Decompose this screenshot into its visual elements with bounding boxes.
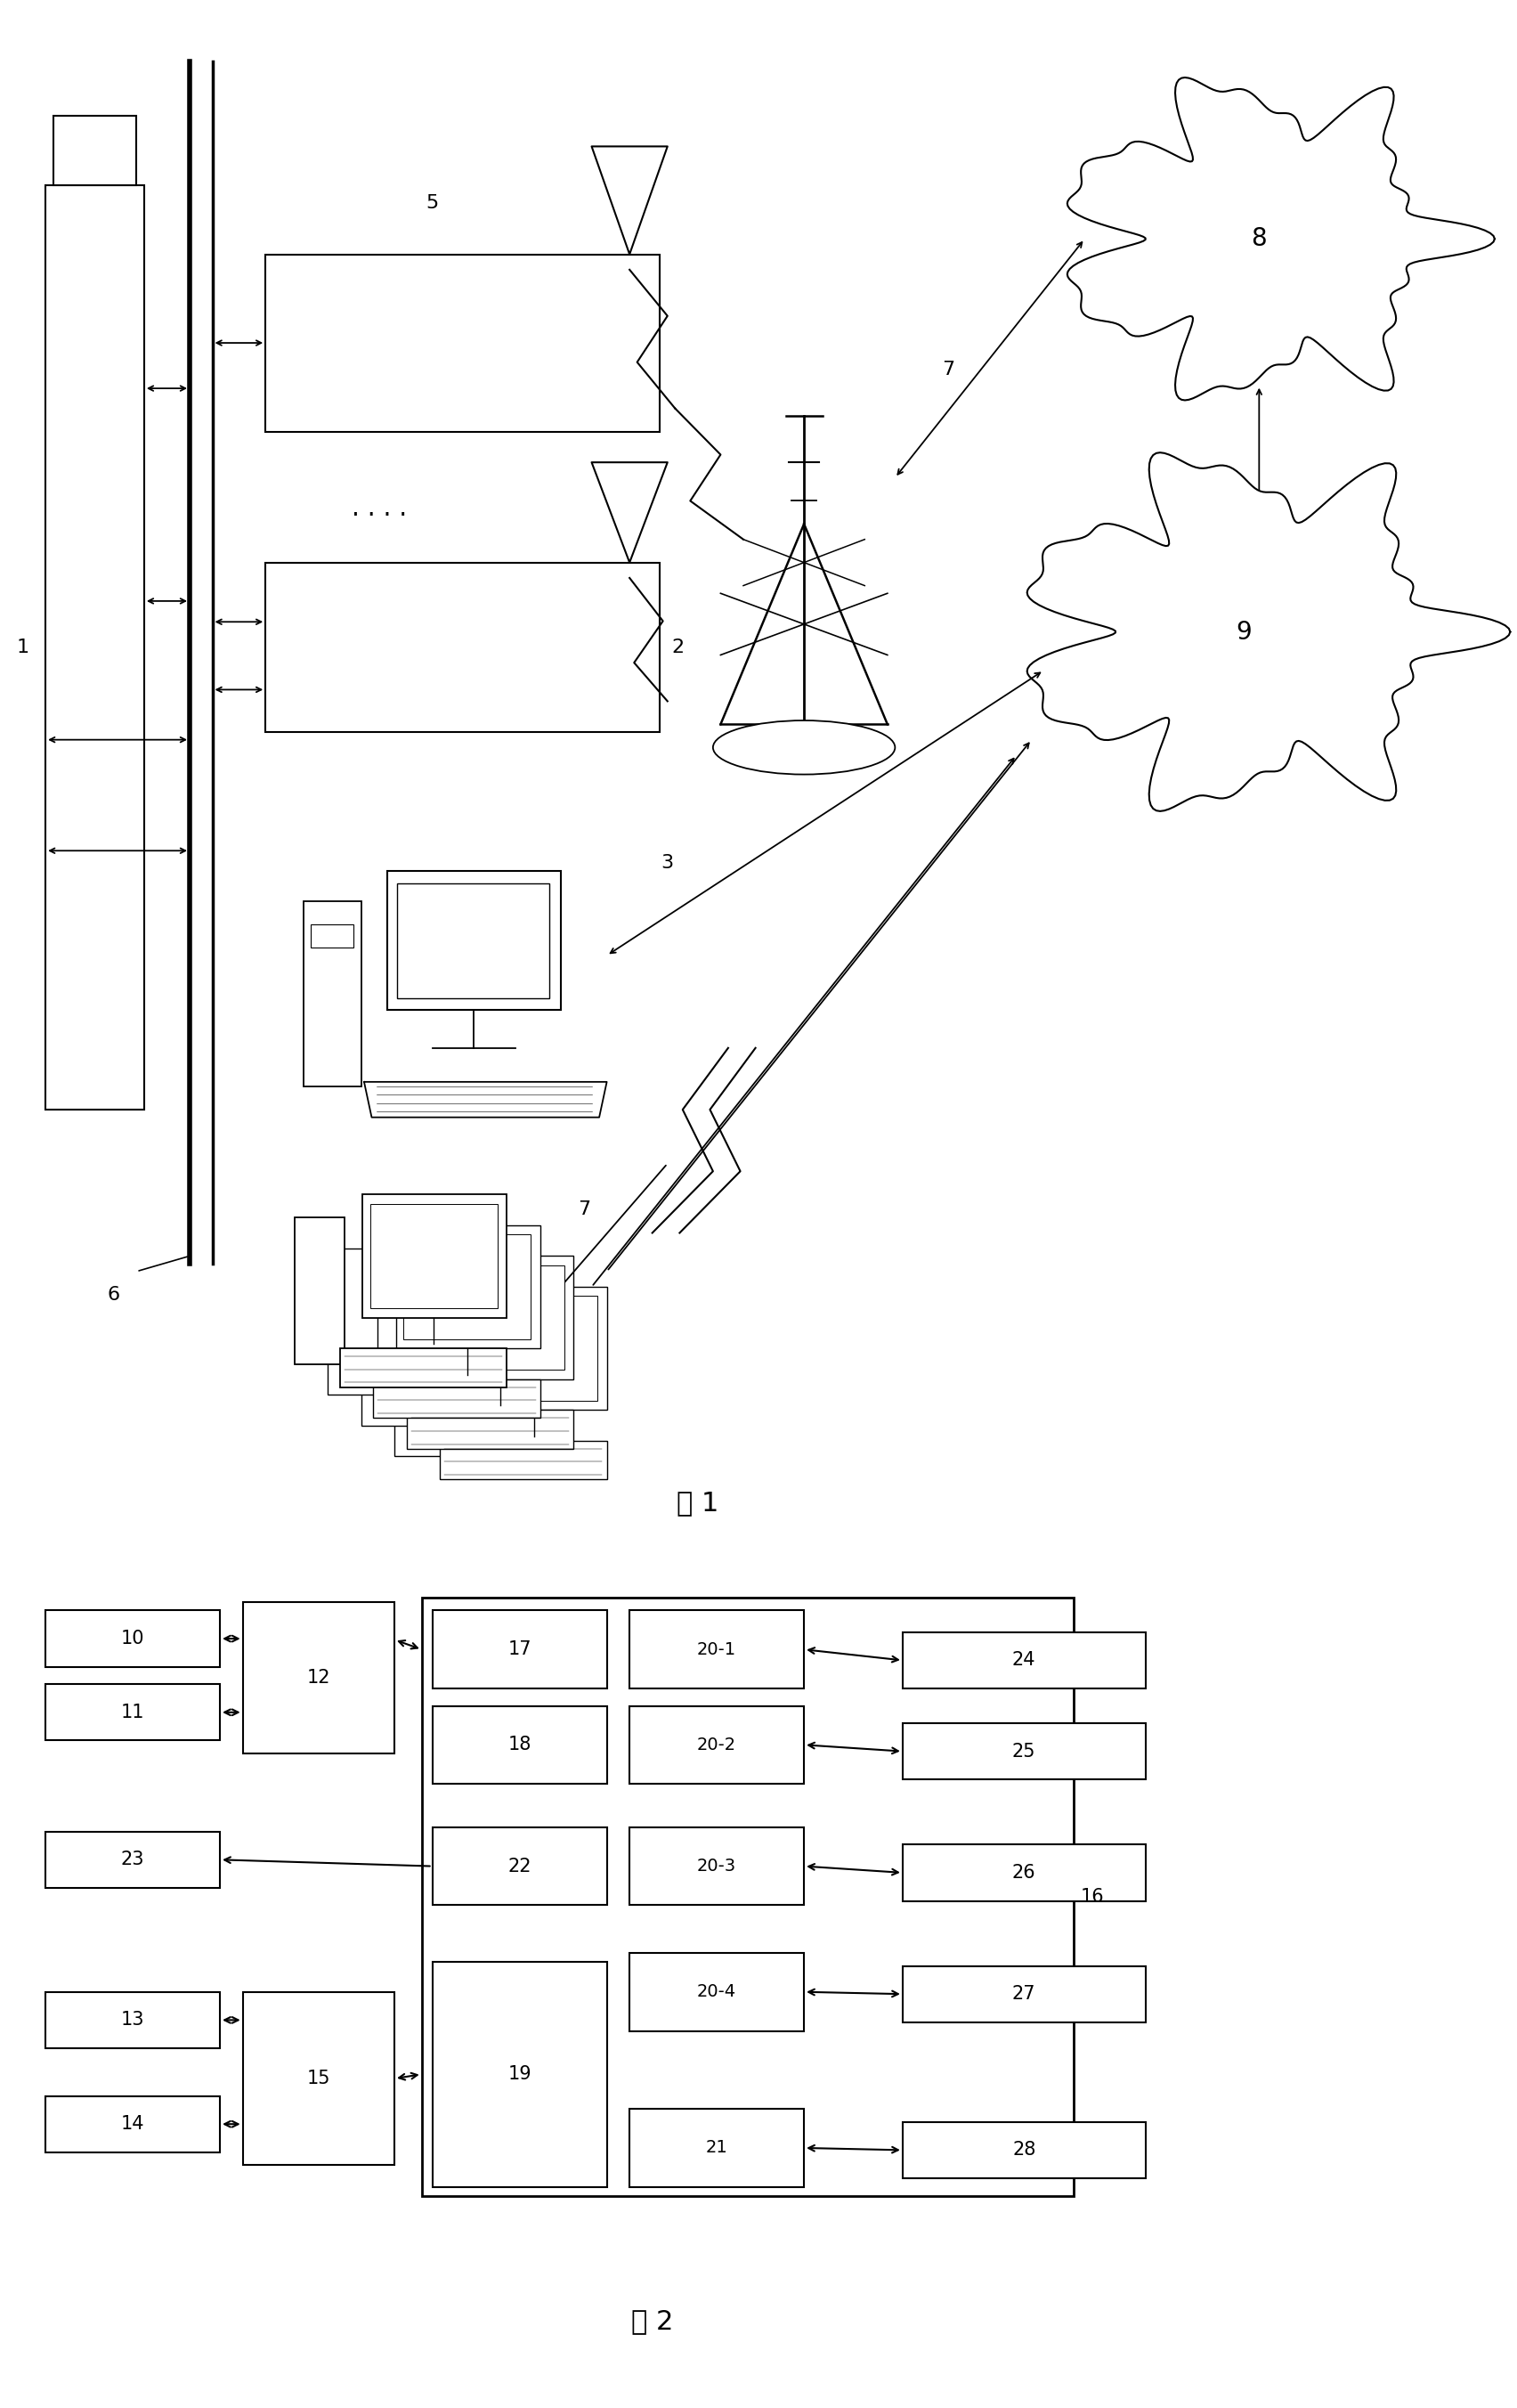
Bar (397, 884, 549, 999)
Bar (46, 1991, 220, 2049)
Text: 3: 3 (661, 855, 674, 872)
Text: 11: 11 (121, 1702, 144, 1722)
Bar (387, 872, 561, 1009)
Text: 图 1: 图 1 (677, 1491, 719, 1515)
Text: 13: 13 (121, 2011, 144, 2030)
Polygon shape (1027, 453, 1509, 811)
Bar (265, 255, 660, 431)
Bar (370, 1204, 498, 1308)
Bar (243, 1991, 394, 2165)
Bar (432, 1705, 607, 1784)
Text: 19: 19 (508, 2066, 531, 2083)
Bar (903, 1633, 1145, 1688)
Bar (432, 1963, 607, 2186)
Text: 5: 5 (426, 195, 438, 212)
Text: 16: 16 (1080, 1888, 1104, 1905)
Text: 10: 10 (121, 1630, 144, 1647)
Bar (303, 901, 361, 1086)
Text: 28: 28 (1012, 2141, 1036, 2160)
Bar (903, 1845, 1145, 1900)
Text: 7: 7 (942, 361, 954, 378)
Bar (46, 185, 144, 1110)
Text: 17: 17 (508, 1640, 531, 1659)
Bar (470, 1296, 598, 1401)
Bar (46, 2095, 220, 2153)
Bar (311, 925, 353, 949)
Text: 20-2: 20-2 (698, 1736, 736, 1753)
Text: 26: 26 (1012, 1864, 1036, 1881)
Bar (432, 1828, 607, 1905)
Text: 图 2: 图 2 (631, 2309, 674, 2333)
Text: 21: 21 (705, 2138, 728, 2158)
Bar (463, 1286, 607, 1411)
Bar (437, 1264, 564, 1370)
Bar (429, 1257, 573, 1380)
Bar (265, 563, 660, 732)
Text: 27: 27 (1012, 1984, 1036, 2003)
Bar (394, 1310, 444, 1457)
Bar (630, 1705, 804, 1784)
Text: 20-3: 20-3 (698, 1857, 736, 1876)
Text: 23: 23 (121, 1852, 144, 1869)
Text: 6: 6 (108, 1286, 120, 1303)
Bar (407, 1411, 573, 1450)
Text: 8: 8 (1252, 226, 1267, 250)
Text: 25: 25 (1012, 1743, 1036, 1760)
Bar (630, 2109, 804, 2186)
Bar (404, 1235, 531, 1339)
Text: 9: 9 (1236, 619, 1252, 645)
Bar (340, 1348, 507, 1387)
Bar (363, 1194, 507, 1317)
Bar (903, 1724, 1145, 1780)
Text: 22: 22 (508, 1857, 531, 1876)
Bar (243, 1601, 394, 1753)
Bar (328, 1247, 378, 1394)
Text: 12: 12 (306, 1669, 331, 1686)
Bar (440, 1440, 607, 1479)
Bar (46, 1832, 220, 1888)
Bar (396, 1226, 540, 1348)
Text: 24: 24 (1012, 1652, 1036, 1669)
Text: 14: 14 (121, 2114, 144, 2133)
Bar (373, 1380, 540, 1418)
Polygon shape (364, 1081, 607, 1117)
Bar (903, 1965, 1145, 2023)
Bar (53, 116, 137, 185)
Bar (46, 1683, 220, 1741)
Text: 20-1: 20-1 (698, 1640, 736, 1659)
Bar (422, 1597, 1074, 2196)
Polygon shape (1068, 77, 1494, 400)
Text: 2: 2 (672, 638, 684, 655)
Bar (432, 1611, 607, 1688)
Text: 7: 7 (578, 1202, 590, 1218)
Bar (630, 1611, 804, 1688)
Text: 1: 1 (17, 638, 29, 655)
Text: 20-4: 20-4 (698, 1984, 736, 2001)
Bar (903, 2121, 1145, 2179)
Bar (361, 1279, 411, 1426)
Bar (630, 1828, 804, 1905)
Bar (46, 1611, 220, 1666)
Ellipse shape (713, 720, 895, 775)
Text: 18: 18 (508, 1736, 531, 1753)
Bar (630, 1953, 804, 2030)
Text: 15: 15 (306, 2071, 331, 2088)
Bar (294, 1218, 344, 1363)
Text: . . . .: . . . . (352, 496, 407, 520)
